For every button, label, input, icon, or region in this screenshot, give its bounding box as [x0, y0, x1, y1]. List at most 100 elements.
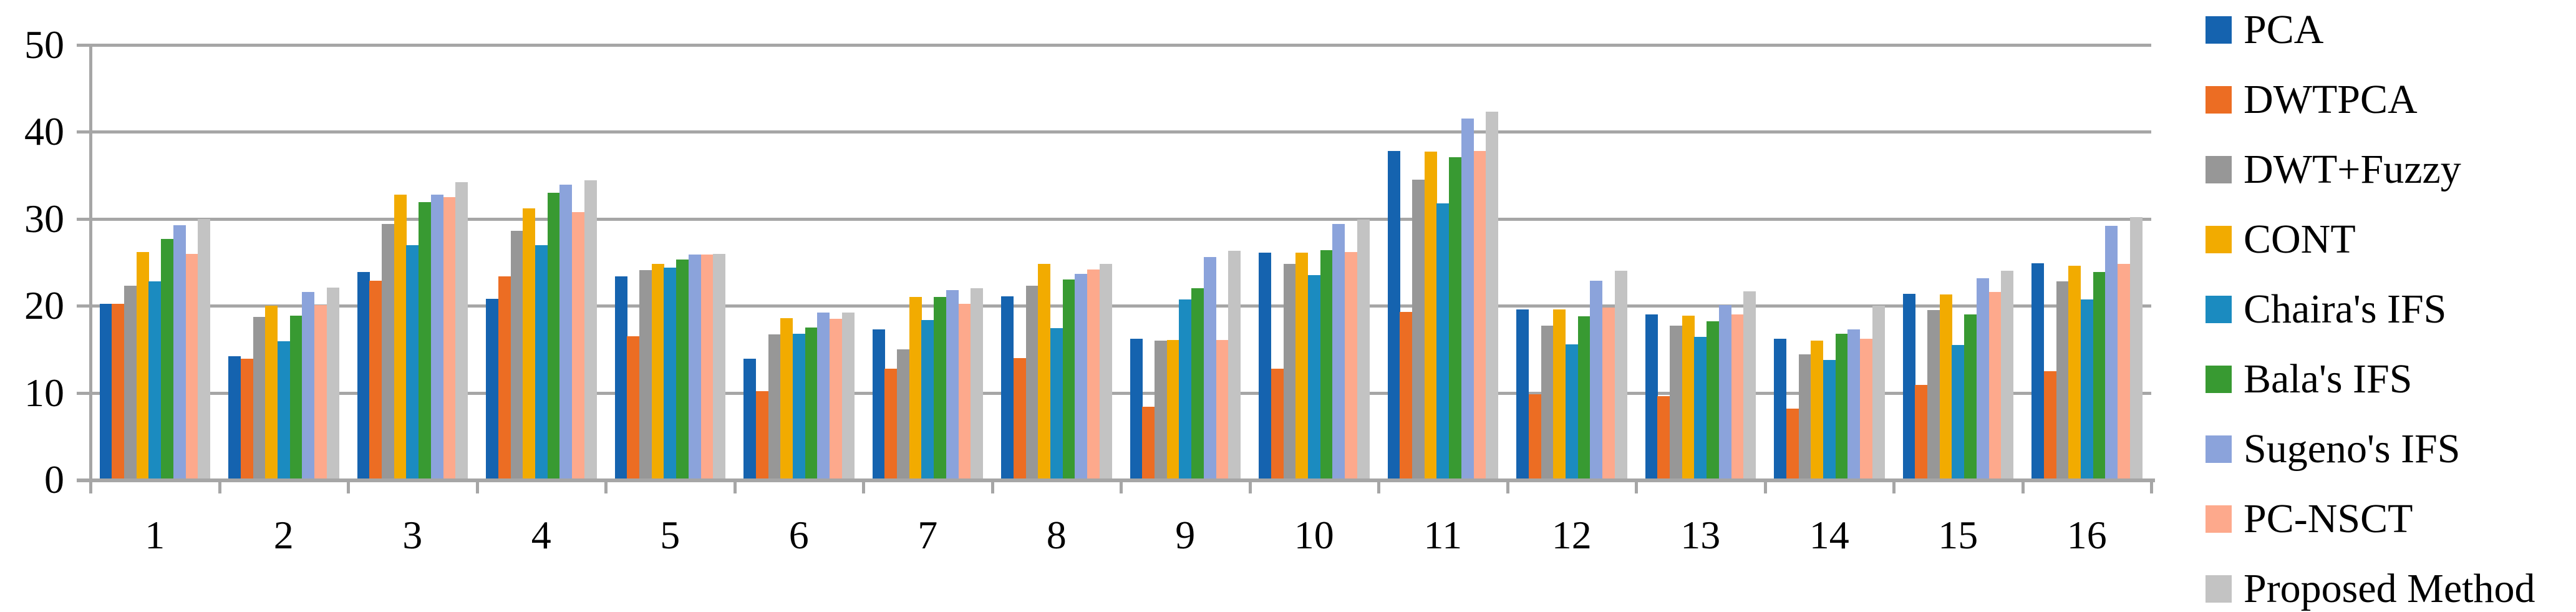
- bar: [780, 318, 793, 480]
- y-axis-tick-label: 0: [44, 457, 64, 502]
- bar: [1271, 369, 1284, 480]
- bar: [817, 313, 830, 480]
- x-axis-tick: [2150, 480, 2153, 493]
- y-gridline: [90, 304, 2151, 308]
- bar: [278, 341, 290, 480]
- bar: [584, 180, 597, 480]
- bar: [241, 359, 253, 480]
- bar: [921, 320, 934, 480]
- y-gridline: [90, 130, 2151, 134]
- x-axis-tick: [89, 480, 92, 493]
- legend-label: CONT: [2244, 216, 2356, 262]
- bar: [443, 197, 456, 480]
- x-axis-tick-label: 10: [1294, 513, 1334, 557]
- x-axis-tick: [1120, 480, 1123, 493]
- bar: [2044, 371, 2056, 480]
- bar: [793, 334, 805, 480]
- bar: [100, 304, 112, 480]
- x-axis-tick-label: 8: [1046, 513, 1067, 557]
- x-axis-tick-label: 9: [1175, 513, 1196, 557]
- bar: [627, 336, 639, 480]
- bar: [1345, 252, 1357, 480]
- x-axis-tick: [990, 480, 994, 493]
- y-axis-tick: [77, 130, 90, 134]
- x-axis-tick: [1892, 480, 1896, 493]
- bar: [173, 225, 186, 480]
- bar: [1657, 396, 1670, 480]
- x-axis-tick-label: 15: [1938, 513, 1978, 557]
- bar: [1388, 151, 1400, 480]
- bar: [873, 329, 885, 480]
- legend-swatch-icon: [2206, 16, 2232, 44]
- bar: [1903, 294, 1915, 480]
- bar: [1590, 281, 1602, 480]
- bar: [161, 239, 173, 480]
- bar: [253, 317, 266, 480]
- x-axis-tick: [218, 480, 221, 493]
- bar: [639, 270, 652, 480]
- bar: [2130, 217, 2143, 480]
- x-axis-tick-label: 14: [1809, 513, 1849, 557]
- legend-label: DWT+Fuzzy: [2244, 147, 2461, 192]
- x-axis-tick-label: 7: [918, 513, 938, 557]
- bar: [1927, 310, 1940, 480]
- y-gridline: [90, 391, 2151, 395]
- legend-label: PCA: [2244, 7, 2324, 52]
- bar: [1964, 314, 1977, 480]
- bar: [548, 193, 560, 480]
- y-axis-tick: [77, 217, 90, 221]
- bar: [382, 224, 394, 480]
- legend-label: Sugeno's IFS: [2244, 426, 2461, 472]
- x-axis-tick: [475, 480, 479, 493]
- x-axis-tick-label: 12: [1551, 513, 1592, 557]
- bar: [486, 299, 498, 480]
- bar: [676, 260, 689, 480]
- bar: [713, 254, 725, 480]
- bar: [1847, 329, 1860, 480]
- bar: [2056, 281, 2069, 480]
- bar: [406, 245, 419, 480]
- bar: [1063, 279, 1075, 480]
- bar: [394, 195, 407, 480]
- bar: [455, 182, 468, 480]
- bar: [1694, 337, 1707, 480]
- bar: [1001, 296, 1014, 480]
- x-axis-tick-label: 16: [2066, 513, 2107, 557]
- bar: [2001, 271, 2013, 480]
- x-axis-tick: [862, 480, 865, 493]
- bar: [1425, 152, 1437, 480]
- bar: [523, 208, 535, 480]
- x-axis-tick-label: 13: [1680, 513, 1721, 557]
- bar: [1216, 340, 1229, 480]
- bar: [124, 286, 137, 480]
- bar: [1436, 203, 1449, 480]
- bar: [1872, 306, 1885, 480]
- x-axis-tick: [2021, 480, 2025, 493]
- bar: [959, 304, 971, 480]
- bar: [664, 268, 676, 480]
- bar: [1836, 334, 1848, 480]
- bar: [2068, 266, 2081, 480]
- bar: [909, 297, 922, 480]
- bar: [1731, 314, 1744, 480]
- bar: [1087, 270, 1100, 480]
- bar: [1915, 385, 1927, 480]
- bar: [1449, 157, 1461, 480]
- x-axis-tick: [733, 480, 737, 493]
- bar: [1774, 339, 1786, 480]
- bar: [2118, 264, 2130, 480]
- y-axis-tick-label: 50: [24, 22, 64, 67]
- bar: [1357, 220, 1370, 480]
- bar: [1578, 316, 1591, 480]
- y-axis-tick-label: 40: [24, 109, 64, 154]
- bar: [1553, 309, 1566, 480]
- bar: [1075, 274, 1087, 480]
- bar: [756, 391, 768, 480]
- bar: [1204, 257, 1216, 480]
- bar: [1026, 286, 1039, 480]
- bar: [971, 288, 983, 480]
- bar: [302, 292, 314, 480]
- bar: [652, 264, 664, 480]
- y-gridline: [90, 217, 2151, 221]
